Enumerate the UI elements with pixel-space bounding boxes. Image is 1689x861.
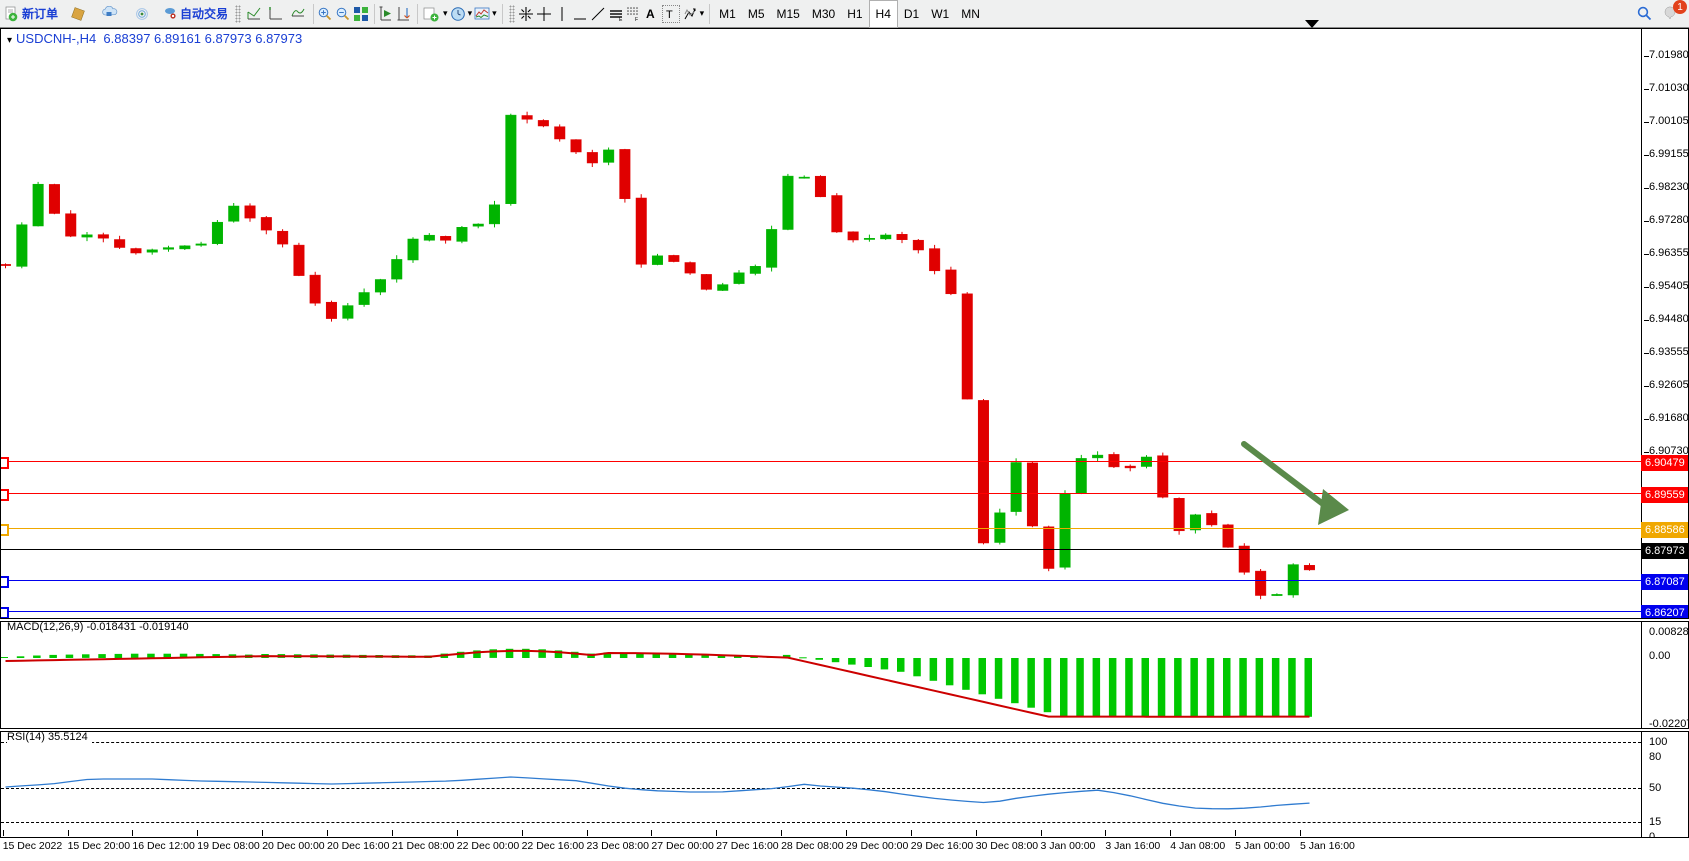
svg-text:E: E xyxy=(619,17,623,22)
svg-text:T: T xyxy=(666,9,673,21)
svg-text:F: F xyxy=(635,17,638,22)
svg-text:A: A xyxy=(646,7,655,21)
